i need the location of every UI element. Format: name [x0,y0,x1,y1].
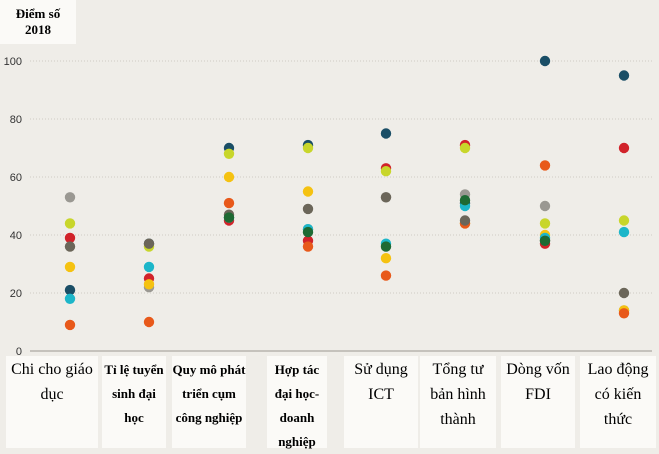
point-s4-c3 [302,186,314,197]
point-s8-c3 [302,226,314,238]
y-tick-label-80: 80 [10,114,22,126]
point-s3-c2 [223,148,235,159]
point-s6-c2 [223,197,235,209]
y-tick-label-60: 60 [10,172,22,184]
point-s7-c0 [64,241,76,252]
point-s8-c6 [539,235,551,246]
point-s1-c7 [618,142,630,154]
point-s0-c7 [618,70,630,81]
point-s7-c5 [459,215,471,226]
y-axis-title-line1: Điểm số [15,5,61,21]
point-s3-c6 [539,218,551,229]
point-s6-c6 [539,160,551,171]
y-tick-label-0: 0 [16,346,22,358]
point-s3-c0 [64,218,76,229]
point-s7-c4 [380,192,392,203]
point-s3-c4 [380,166,392,177]
point-s0-c0 [64,284,76,296]
category-label-4: Sử dụng ICT [344,356,418,448]
point-s4-c2 [223,171,235,183]
point-s8-c2 [223,212,235,223]
category-label-3: Hợp tác đại học-doanh nghiệp [267,356,327,449]
point-s5-c0 [64,293,76,304]
y-tick-label-40: 40 [10,230,22,242]
point-s2-c6 [539,200,551,212]
data-points [64,55,630,331]
point-s4-c0 [64,261,76,273]
point-s5-c7 [618,226,630,238]
point-s8-c5 [459,195,471,206]
point-s6-c0 [64,319,76,331]
point-s6-c7 [618,308,630,319]
point-s7-c1 [143,238,155,249]
y-axis-title-line2: 2018 [25,22,51,37]
category-label-0: Chi cho giáo dục [6,356,98,448]
point-s0-c6 [539,55,551,67]
point-s2-c0 [64,192,76,203]
point-s6-c1 [143,316,155,328]
y-axis-title: Điểm số 2018 [0,0,76,44]
point-s3-c7 [618,215,630,226]
point-s7-c3 [302,203,314,215]
point-s7-c7 [618,287,630,299]
category-label-7: Lao động có kiến thức [580,356,656,448]
category-label-1: Tỉ lệ tuyển sinh đại học [102,356,166,448]
point-s0-c4 [380,128,392,139]
point-s6-c4 [380,270,392,281]
category-label-5: Tổng tư bản hình thành [420,356,496,448]
y-tick-label-20: 20 [10,288,22,300]
point-s4-c1 [143,279,155,290]
category-label-6: Dòng vốn FDI [501,356,575,448]
point-s8-c4 [380,241,392,252]
point-s1-c0 [64,232,76,244]
y-tick-label-100: 100 [4,56,22,68]
point-s4-c4 [380,253,392,264]
point-s6-c3 [302,241,314,252]
point-s3-c3 [302,142,314,154]
point-s3-c5 [459,142,471,154]
grid-lines: 0 20 40 60 80 100 [4,56,652,358]
category-label-2: Quy mô phát triển cụm công nghiệp [172,356,246,448]
point-s5-c1 [143,261,155,273]
